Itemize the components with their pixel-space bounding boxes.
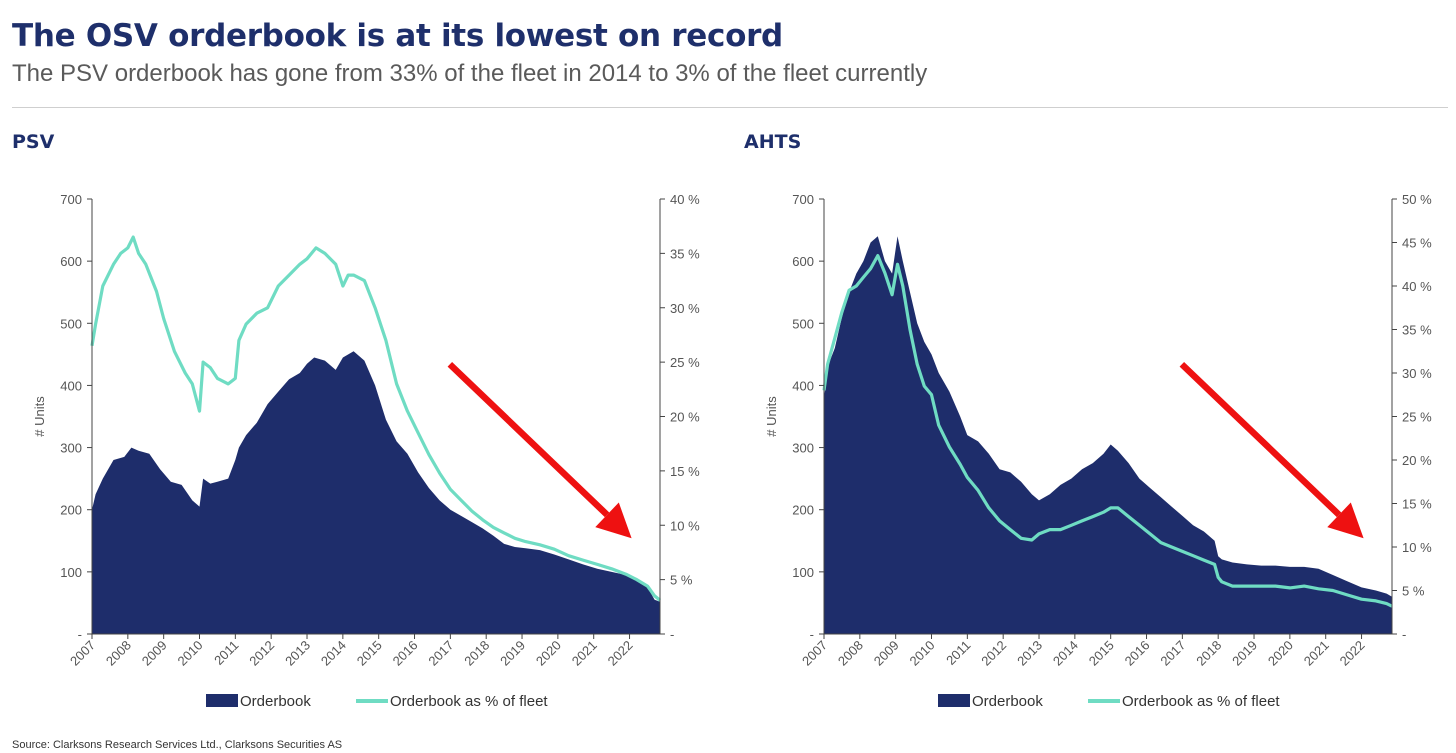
legend-pct-label: Orderbook as % of fleet [390,693,548,710]
left-tick-label: 700 [792,192,814,207]
left-tick-label: 200 [792,503,814,518]
right-tick-label: - [1402,627,1406,642]
left-tick-label: 100 [60,565,82,580]
x-tick-label: 2007 [67,638,98,669]
x-tick-label: 2012 [978,638,1009,669]
y-axis-title: # Units [32,396,47,437]
x-tick-label: 2020 [533,638,564,669]
left-tick-label: 400 [60,378,82,393]
x-tick-label: 2020 [1265,638,1296,669]
right-tick-label: 10 % [1402,540,1432,555]
left-tick-label: 400 [792,378,814,393]
x-tick-label: 2016 [390,638,421,669]
left-tick-label: 600 [792,254,814,269]
x-tick-label: 2015 [1086,638,1117,669]
x-tick-label: 2021 [1301,638,1332,669]
x-tick-label: 2019 [497,638,528,669]
x-tick-label: 2021 [569,638,600,669]
header-divider [12,107,1448,108]
x-tick-label: 2012 [246,638,277,669]
left-tick-label: 100 [792,565,814,580]
right-tick-label: 30 % [1402,366,1432,381]
right-tick-label: 10 % [670,518,700,533]
x-tick-label: 2007 [799,638,830,669]
legend-orderbook-label: Orderbook [240,693,311,710]
x-tick-label: 2022 [1337,638,1368,669]
right-tick-label: 15 % [1402,497,1432,512]
right-tick-label: 25 % [670,355,700,370]
y-axis-title: # Units [764,396,779,437]
page-title: The OSV orderbook is at its lowest on re… [12,18,783,54]
legend-pct-label: Orderbook as % of fleet [1122,693,1280,710]
trend-arrow-head [595,502,632,539]
left-tick-label: 600 [60,254,82,269]
right-tick-label: 50 % [1402,192,1432,207]
trend-arrow-shaft [1179,361,1342,518]
series-orderbook-pct-line [90,235,662,602]
left-tick-label: 500 [60,316,82,331]
x-tick-label: 2018 [1193,638,1224,669]
right-tick-label: 35 % [670,246,700,261]
x-tick-label: 2013 [1014,638,1045,669]
x-tick-label: 2011 [943,638,973,668]
x-tick-label: 2019 [1229,638,1260,669]
left-tick-label: 500 [792,316,814,331]
x-tick-label: 2014 [1050,638,1081,669]
psv-panel-title: PSV [12,131,55,153]
series-orderbook-pct-line [822,254,1393,608]
x-tick-label: 2017 [425,638,456,669]
right-tick-label: 35 % [1402,323,1432,338]
series-orderbook-area [824,236,1392,635]
x-tick-label: 2009 [139,638,170,669]
series-orderbook-area [92,351,660,634]
x-tick-label: 2008 [835,638,866,669]
left-tick-label: 300 [792,441,814,456]
right-tick-label: 40 % [1402,279,1432,294]
right-tick-label: 15 % [670,464,700,479]
right-tick-label: 5 % [670,573,693,588]
trend-arrow-shaft [447,361,610,518]
x-tick-label: 2013 [282,638,313,669]
x-tick-label: 2010 [175,638,206,669]
x-tick-label: 2016 [1122,638,1153,669]
trend-arrow-head [1327,502,1364,539]
psv-chart: - 100 200 300 400 500 600 700 - 5 % 10 % 15 % 20 % 25… [32,192,700,710]
x-tick-label: 2009 [871,638,902,669]
left-tick-label: - [78,627,82,642]
left-tick-label: 300 [60,441,82,456]
x-tick-label: 2011 [211,638,241,668]
right-tick-label: 45 % [1402,236,1432,251]
legend-orderbook-swatch [206,694,238,707]
x-tick-label: 2017 [1157,638,1188,669]
right-tick-label: 25 % [1402,410,1432,425]
ahts-panel-title: AHTS [744,131,802,153]
x-tick-label: 2022 [605,638,636,669]
x-tick-label: 2015 [354,638,385,669]
right-tick-label: 30 % [670,301,700,316]
page-subtitle: The PSV orderbook has gone from 33% of t… [12,60,928,87]
right-tick-label: 20 % [670,410,700,425]
source-note: Source: Clarksons Research Services Ltd.… [12,739,343,751]
legend-orderbook-label: Orderbook [972,693,1043,710]
right-tick-label: 20 % [1402,453,1432,468]
x-tick-label: 2014 [318,638,349,669]
legend-orderbook-swatch [938,694,970,707]
x-tick-label: 2010 [907,638,938,669]
ahts-chart: - 100 200 300 400 500 600 700 - 5 % 10 % 15 % 20 % 25… [764,192,1432,710]
left-tick-label: 700 [60,192,82,207]
right-tick-label: 5 % [1402,584,1425,599]
left-tick-label: 200 [60,503,82,518]
x-tick-label: 2008 [103,638,134,669]
left-tick-label: - [810,627,814,642]
x-tick-label: 2018 [461,638,492,669]
right-tick-label: - [670,627,674,642]
right-tick-label: 40 % [670,192,700,207]
